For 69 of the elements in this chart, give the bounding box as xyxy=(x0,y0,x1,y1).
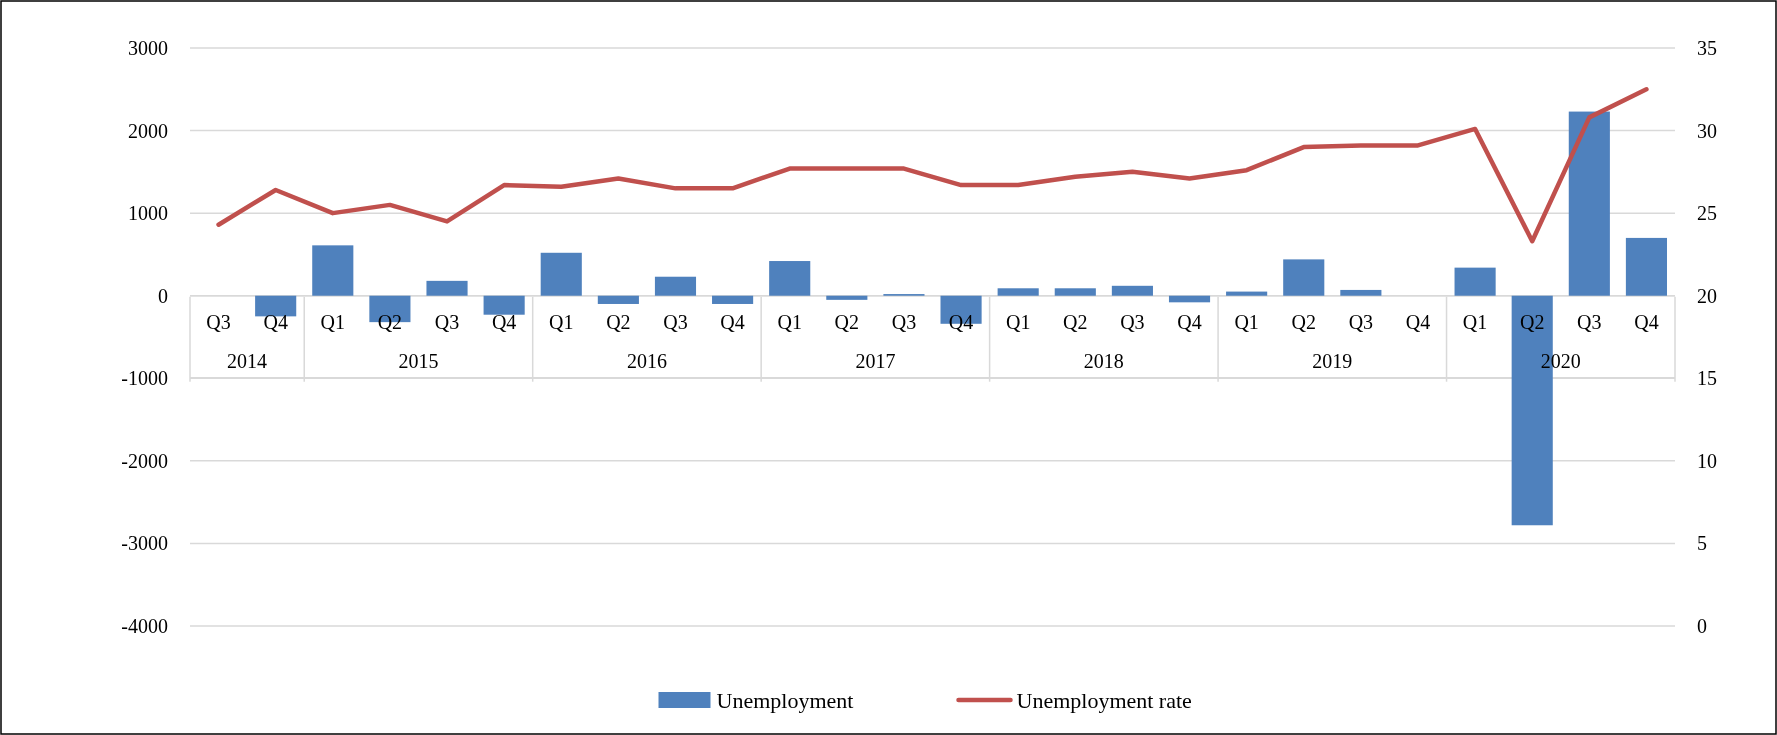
bar xyxy=(997,288,1039,296)
y-tick-label: -2000 xyxy=(121,449,168,472)
x-tick-label: Q3 xyxy=(1577,310,1602,333)
bar xyxy=(1168,295,1211,303)
legend-label: Unemployment xyxy=(716,687,854,713)
bar xyxy=(1111,285,1153,296)
bar xyxy=(1454,267,1496,296)
bar xyxy=(312,245,354,296)
x-tick-label: Q4 xyxy=(1634,310,1659,333)
bar xyxy=(255,295,297,317)
annotation: 2017 xyxy=(855,349,896,372)
x-tick-label: Q4 xyxy=(263,310,288,333)
bar xyxy=(1226,291,1268,296)
x-tick-label: Q1 xyxy=(1234,310,1259,333)
x-tick-label: Q3 xyxy=(663,310,688,333)
x-tick-label: Q2 xyxy=(1063,310,1088,333)
bar xyxy=(1340,289,1382,296)
line-series xyxy=(216,87,1649,244)
y-tick-label: -4000 xyxy=(121,615,168,637)
annotation: 2015 xyxy=(398,349,439,372)
annotation: 2019 xyxy=(1312,349,1353,372)
annotation: 2018 xyxy=(1083,349,1124,372)
bar xyxy=(769,261,811,296)
y-tick-label: 2000 xyxy=(128,119,168,142)
y-tick-label: -3000 xyxy=(121,532,168,555)
x-tick-label: Q3 xyxy=(891,310,917,333)
x-tick-label: Q2 xyxy=(1291,310,1316,333)
bar xyxy=(1568,111,1610,296)
x-tick-label: Q1 xyxy=(549,310,574,333)
bar xyxy=(597,295,639,304)
y2-tick-label: 0 xyxy=(1697,615,1707,637)
y2-tick-label: 5 xyxy=(1697,532,1707,555)
y2-tick-label: 35 xyxy=(1697,37,1717,59)
y2-tick-label: 25 xyxy=(1697,202,1717,225)
y2-tick-label: 10 xyxy=(1697,449,1717,472)
x-tick-label: Q2 xyxy=(1519,310,1545,333)
x-tick-label: Q3 xyxy=(434,310,460,333)
bar xyxy=(654,276,697,296)
y-tick-label: 3000 xyxy=(128,37,168,59)
y2-tick-label: 15 xyxy=(1697,367,1717,390)
x-tick-label: Q1 xyxy=(777,310,802,333)
x-tick-label: Q3 xyxy=(206,310,231,333)
bar xyxy=(1283,259,1325,296)
annotation: 2016 xyxy=(626,349,667,372)
y2-tick-label: 20 xyxy=(1697,284,1717,307)
x-tick-label: Q4 xyxy=(491,310,517,333)
bar xyxy=(1054,288,1096,296)
x-tick-label: Q3 xyxy=(1348,310,1374,333)
x-tick-label: Q4 xyxy=(1405,310,1431,333)
x-tick-label: Q1 xyxy=(320,310,346,333)
y-tick-label: 1000 xyxy=(128,202,168,225)
x-tick-label: Q1 xyxy=(1005,310,1031,333)
bar xyxy=(426,280,468,296)
x-tick-label: Q4 xyxy=(720,310,745,333)
annotation: 2014 xyxy=(227,349,268,372)
bar xyxy=(826,295,868,300)
bar xyxy=(483,295,525,315)
legend-label: Unemployment rate xyxy=(1016,687,1192,713)
y2-tick-label: 30 xyxy=(1697,119,1717,142)
bar xyxy=(712,295,754,304)
x-tick-label: Q2 xyxy=(606,310,631,333)
bar xyxy=(1625,237,1667,296)
x-tick-label: Q2 xyxy=(834,310,860,333)
y-tick-label: -1000 xyxy=(121,367,168,390)
bar xyxy=(540,252,582,296)
x-tick-label: Q4 xyxy=(1177,310,1202,333)
x-tick-label: Q1 xyxy=(1462,310,1488,333)
y-tick-label: 0 xyxy=(158,284,168,307)
x-tick-label: Q3 xyxy=(1120,310,1145,333)
